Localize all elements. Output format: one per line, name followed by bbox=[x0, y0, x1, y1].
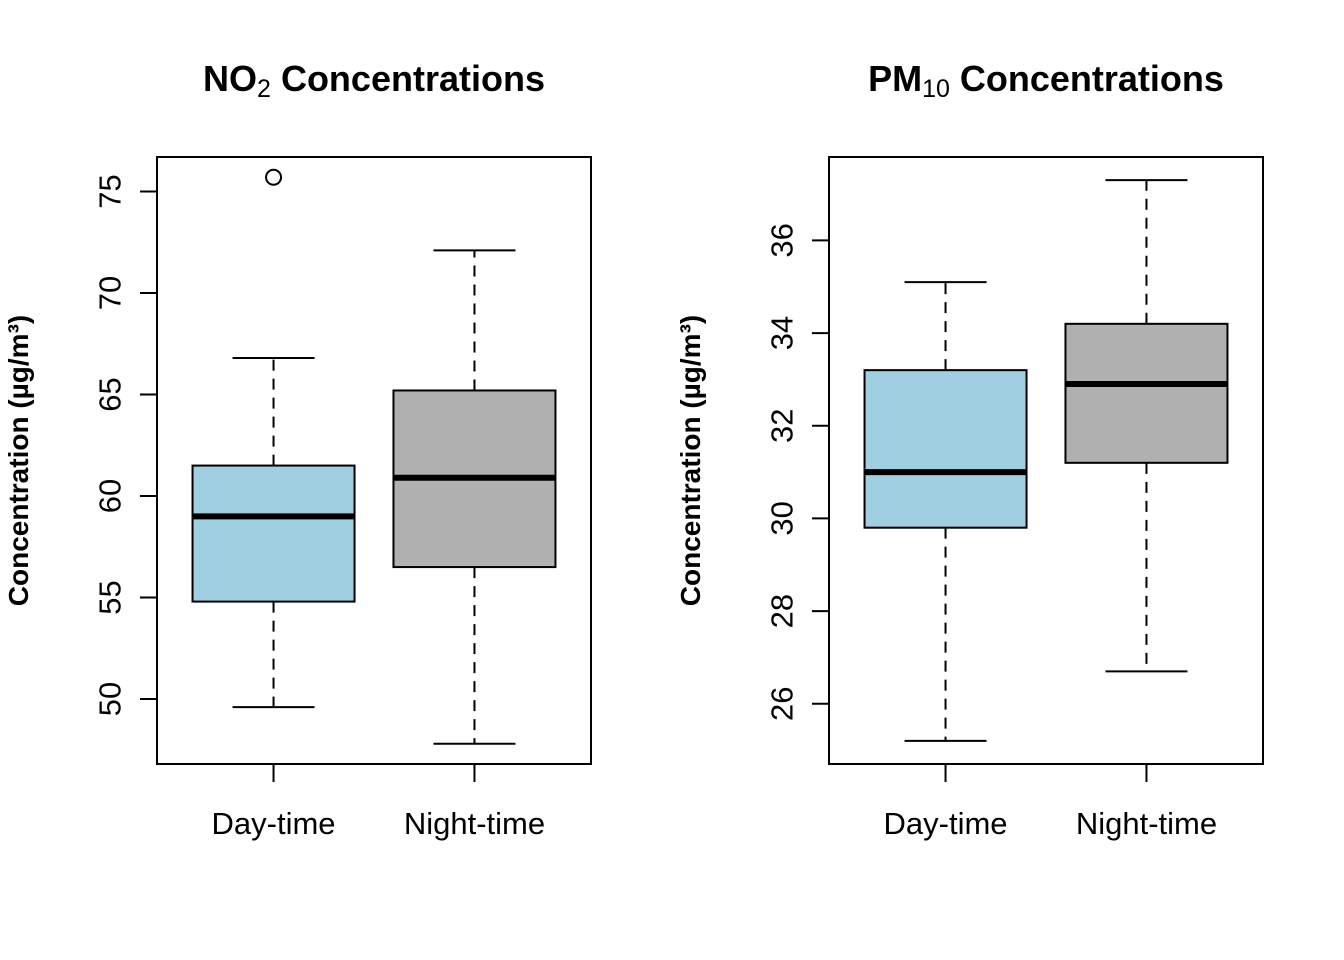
x-tick-label: Day-time bbox=[212, 806, 336, 841]
chart-panel-1: NO2 Concentrations Concentration (µg/m³) 5… bbox=[3, 58, 592, 841]
x-tick-label: Night-time bbox=[404, 806, 545, 841]
y-tick-label: 30 bbox=[765, 501, 800, 535]
y-tick-label: 32 bbox=[765, 409, 800, 443]
y-tick-label: 50 bbox=[93, 682, 128, 716]
iqr-box bbox=[863, 369, 1028, 529]
y-tick-label: 60 bbox=[93, 479, 128, 513]
y-tick-label: 65 bbox=[93, 377, 128, 411]
box-night-time bbox=[392, 249, 557, 745]
y-axis-title: Concentration (µg/m³) bbox=[675, 315, 706, 606]
box-day-time bbox=[191, 168, 356, 709]
y-tick-label: 26 bbox=[765, 687, 800, 721]
box-night-time bbox=[1064, 179, 1229, 673]
chart-title: NO2 Concentrations bbox=[203, 58, 545, 103]
y-tick-label: 34 bbox=[765, 316, 800, 350]
iqr-box bbox=[1064, 322, 1229, 464]
y-tick-label: 55 bbox=[93, 580, 128, 614]
y-tick-label: 75 bbox=[93, 174, 128, 208]
y-axis-title: Concentration (µg/m³) bbox=[3, 315, 34, 606]
box-day-time bbox=[863, 281, 1028, 742]
y-tick-label: 36 bbox=[765, 223, 800, 257]
x-tick-label: Day-time bbox=[884, 806, 1008, 841]
y-tick-label: 70 bbox=[93, 276, 128, 310]
iqr-box bbox=[191, 464, 356, 603]
chart-panel-2: PM10 Concentrations Concentration (µg/m³)… bbox=[675, 58, 1264, 841]
x-tick-label: Night-time bbox=[1076, 806, 1217, 841]
outlier-point bbox=[265, 168, 283, 186]
y-tick-label: 28 bbox=[765, 594, 800, 628]
chart-title: PM10 Concentrations bbox=[868, 58, 1224, 103]
